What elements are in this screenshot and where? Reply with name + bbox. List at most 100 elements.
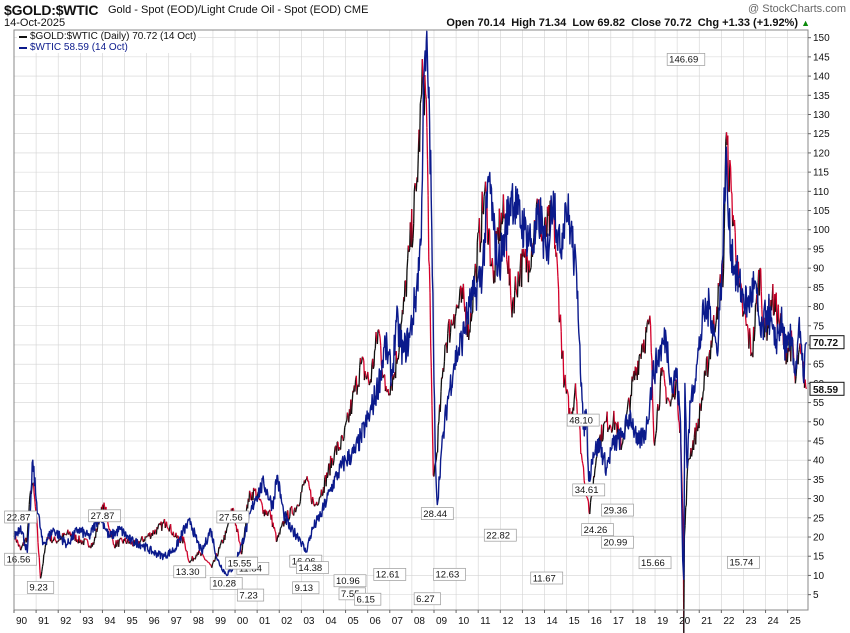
wtic-segment xyxy=(555,252,558,264)
wtic-point-label: 13.30 xyxy=(176,567,200,578)
wtic-segment xyxy=(427,195,430,261)
wtic-segment xyxy=(562,350,565,388)
wtic-segment xyxy=(600,424,603,442)
wtic-segment xyxy=(643,339,646,353)
wtic-segment xyxy=(168,526,171,532)
wtic-segment xyxy=(557,289,560,323)
wtic-segment xyxy=(502,194,505,219)
wtic-segment xyxy=(652,420,655,442)
wtic-segment xyxy=(416,154,419,183)
wtic-segment xyxy=(595,456,598,459)
wtic-segment xyxy=(528,260,531,273)
wtic-segment xyxy=(659,381,662,405)
wtic-segment xyxy=(450,319,453,325)
wtic-segment xyxy=(439,391,442,412)
x-tick-label: 21 xyxy=(701,616,713,627)
wtic-segment xyxy=(157,525,160,530)
wtic-segment xyxy=(428,266,431,293)
wtic-segment xyxy=(620,444,623,450)
wtic-segment xyxy=(149,535,152,539)
wtic-segment xyxy=(21,544,24,547)
wtic-point-label: 27.87 xyxy=(91,511,115,522)
wtic-segment xyxy=(392,375,395,380)
wtic-segment xyxy=(213,559,216,562)
legend-wtic-label: $WTIC 58.59 (14 Oct) xyxy=(30,42,128,53)
wtic-segment xyxy=(794,376,797,384)
ohlc-readout: Open 70.14 High 71.34 Low 69.82 Close 70… xyxy=(446,17,810,29)
wtic-segment xyxy=(120,537,123,540)
x-tick-label: 14 xyxy=(547,616,559,627)
wtic-segment xyxy=(581,460,584,464)
wtic-segment xyxy=(209,563,212,566)
wtic-segment xyxy=(487,228,490,245)
wtic-segment xyxy=(358,367,361,387)
wtic-segment xyxy=(509,268,512,296)
x-tick-label: 08 xyxy=(414,616,426,627)
wtic-segment xyxy=(798,349,800,353)
y-tick-label: 95 xyxy=(813,244,825,255)
wtic-segment xyxy=(544,217,547,237)
wtic-segment xyxy=(33,492,36,500)
wtic-segment xyxy=(654,433,657,440)
legend-wtic-swatch xyxy=(19,46,27,49)
wtic-segment xyxy=(287,510,290,521)
wtic-segment xyxy=(700,397,703,411)
wtic-segment xyxy=(34,499,37,507)
y-tick-label: 40 xyxy=(813,456,825,467)
wtic-segment xyxy=(677,408,680,421)
wtic-segment xyxy=(558,320,561,323)
y-tick-label: 5 xyxy=(813,590,819,601)
x-tick-label: 06 xyxy=(370,616,382,627)
wtic-segment xyxy=(420,94,423,100)
wtic-segment xyxy=(279,528,282,535)
y-tick-label: 150 xyxy=(813,33,830,44)
wtic-segment xyxy=(80,541,83,545)
wtic-segment xyxy=(146,535,148,538)
wtic-segment xyxy=(564,374,567,387)
wtic-segment xyxy=(139,540,142,542)
wtic-point-label: 15.66 xyxy=(641,558,665,569)
wtic-segment xyxy=(318,497,321,504)
wtic-point-label: 9.23 xyxy=(29,583,48,594)
wtic-segment xyxy=(602,423,605,440)
wtic-segment xyxy=(83,537,86,540)
wtic-segment xyxy=(686,466,689,481)
wtic-segment xyxy=(424,93,427,100)
wtic-segment xyxy=(301,485,304,493)
change-value: Chg +1.33 (+1.92%) xyxy=(697,17,799,29)
wtic-segment xyxy=(202,554,205,557)
wtic-segment xyxy=(617,421,620,430)
wtic-segment xyxy=(226,523,229,527)
wtic-segment xyxy=(373,348,376,352)
wtic-segment xyxy=(20,548,22,551)
wtic-segment xyxy=(23,539,26,544)
y-tick-label: 120 xyxy=(813,148,830,159)
wtic-segment xyxy=(760,291,763,310)
x-tick-label: 92 xyxy=(60,616,72,627)
last-value-wtic: 58.59 xyxy=(813,385,838,396)
wtic-segment xyxy=(382,374,385,378)
wtic-segment xyxy=(669,399,672,407)
x-tick-label: 19 xyxy=(657,616,669,627)
wtic-segment xyxy=(125,542,128,545)
wtic-segment xyxy=(219,543,222,546)
wtic-segment xyxy=(645,322,648,333)
wtic-segment xyxy=(626,402,629,410)
y-tick-label: 115 xyxy=(813,168,829,179)
y-tick-label: 80 xyxy=(813,302,825,313)
wtic-segment xyxy=(215,553,218,557)
x-tick-label: 93 xyxy=(82,616,94,627)
wtic-segment xyxy=(594,458,597,466)
wtic-segment xyxy=(118,539,120,547)
wtic-segment xyxy=(609,424,612,427)
wtic-segment xyxy=(103,502,106,507)
wtic-segment xyxy=(586,498,590,502)
grid xyxy=(13,30,808,610)
x-tick-label: 12 xyxy=(502,616,514,627)
wtic-segment xyxy=(685,504,687,508)
wtic-segment xyxy=(566,389,569,393)
wtic-segment xyxy=(354,379,357,392)
wtic-segment xyxy=(587,501,590,513)
wtic-segment xyxy=(356,386,359,395)
